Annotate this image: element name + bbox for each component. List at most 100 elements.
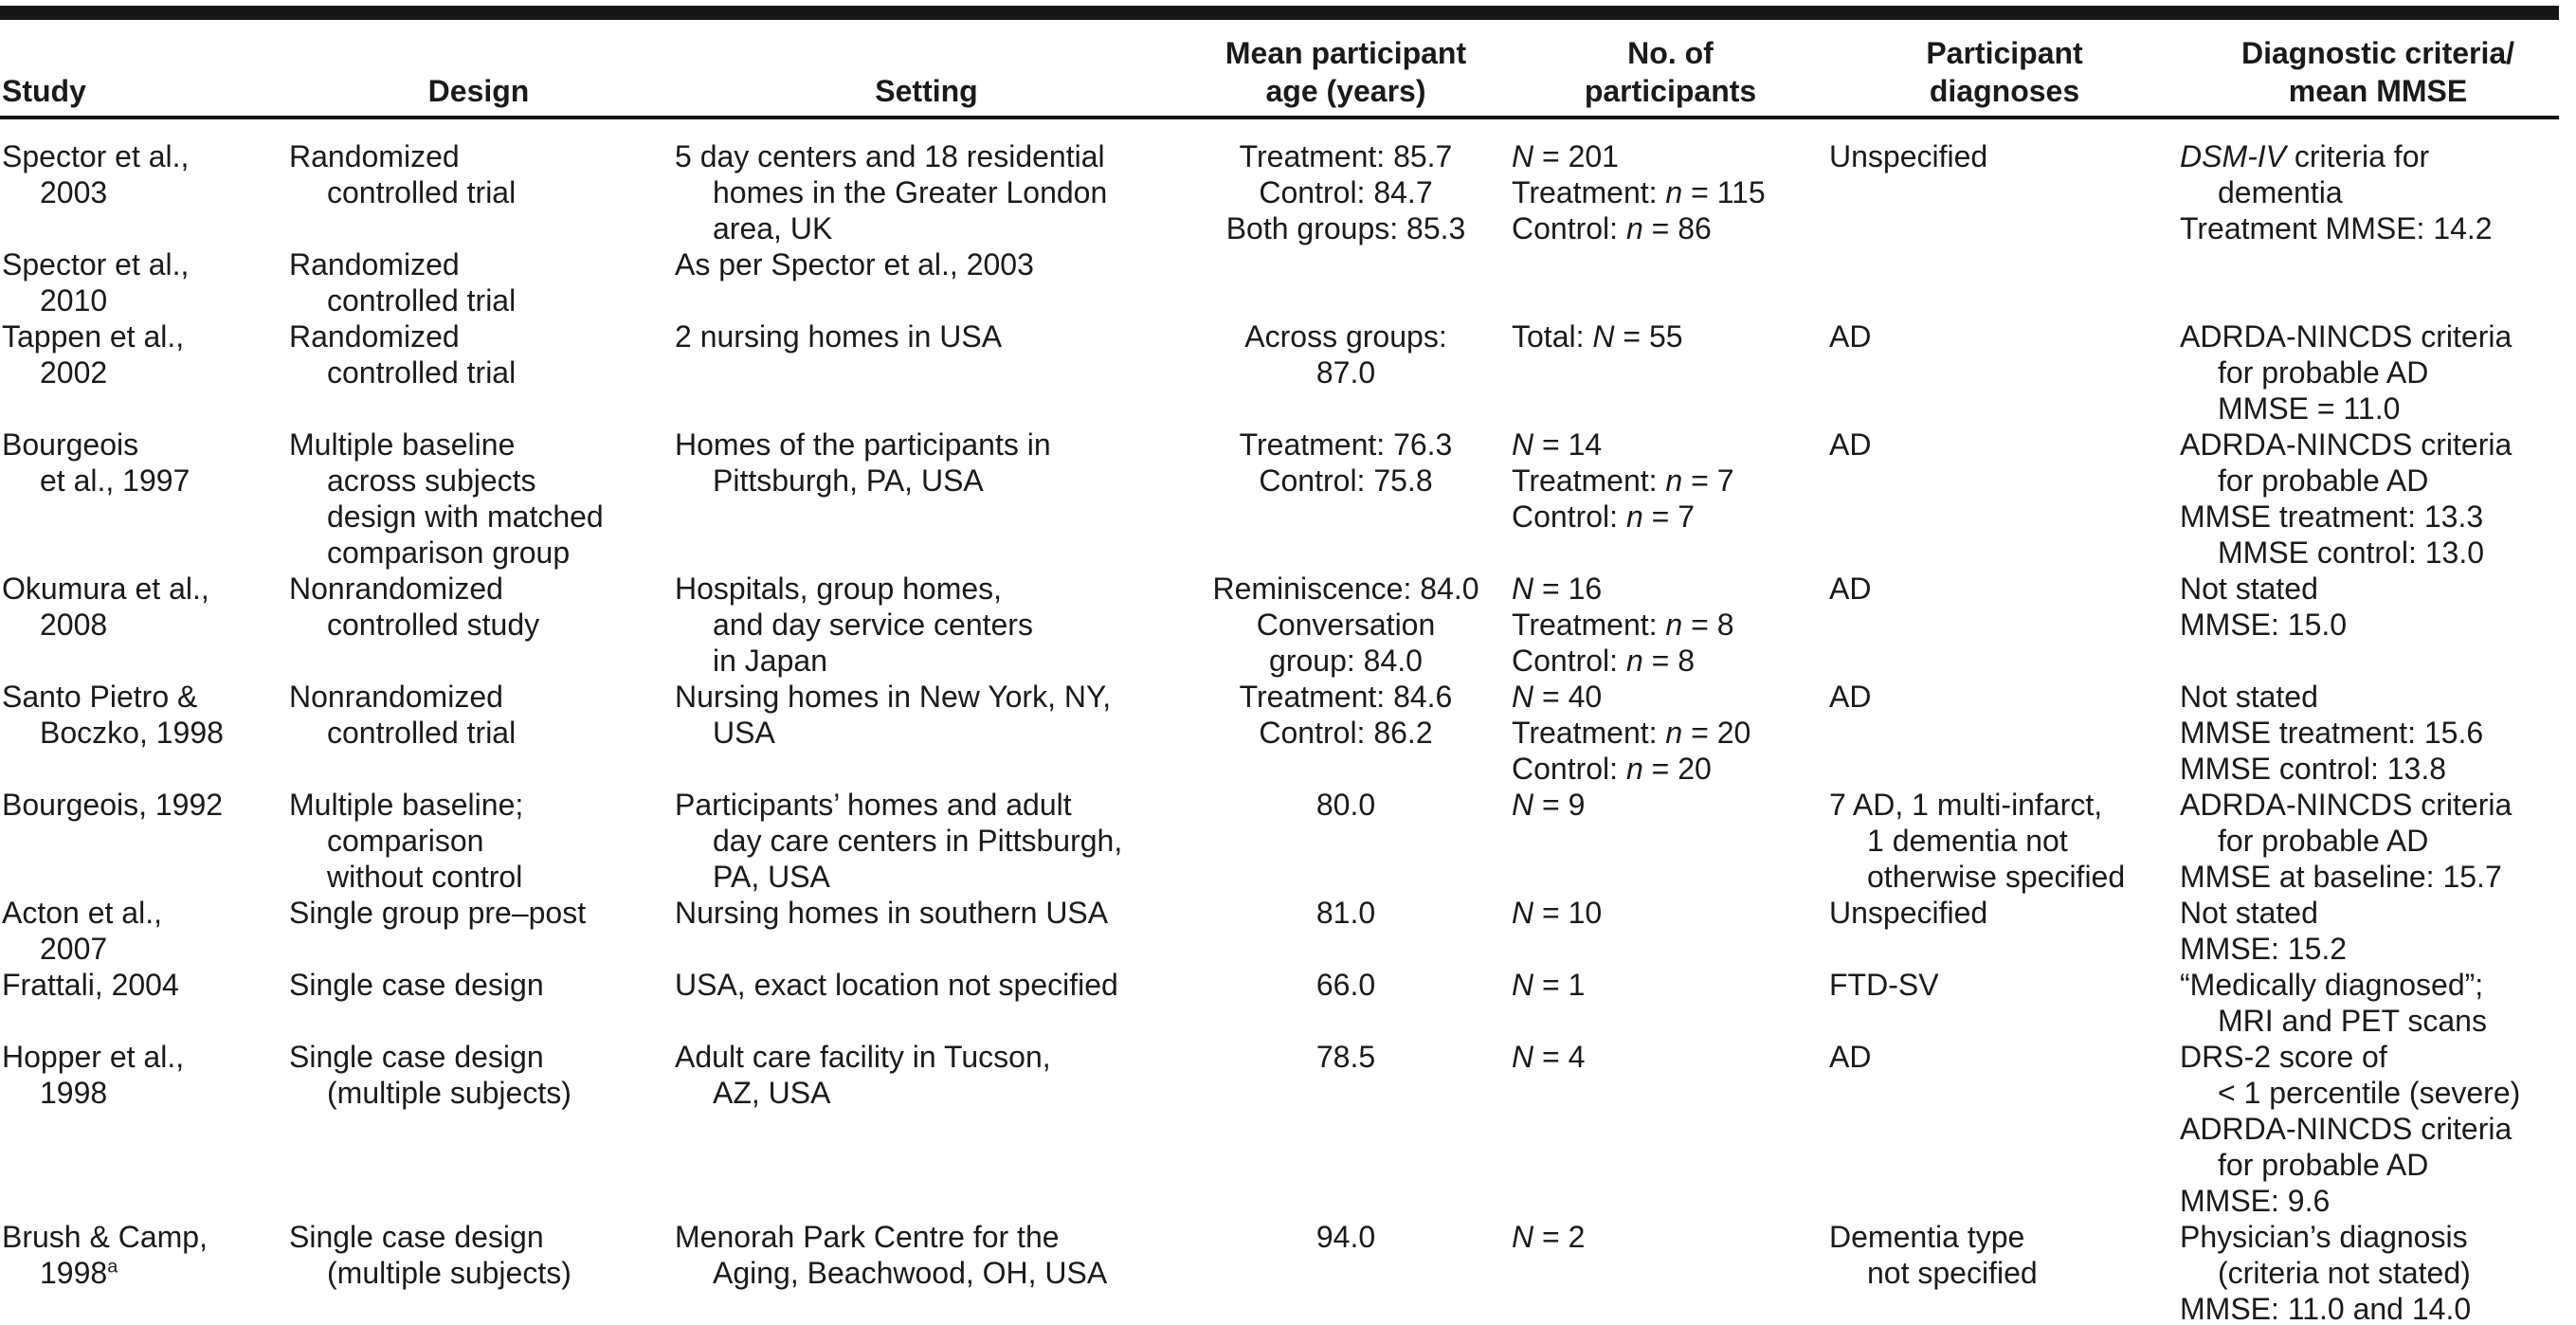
cell-diagnoses: Unspecified bbox=[1829, 138, 2180, 246]
text-line: Single case design bbox=[289, 1220, 544, 1254]
text-line: 66.0 bbox=[1315, 968, 1376, 1002]
text-line: Multiple baseline bbox=[289, 427, 516, 462]
column-header-line: No. of bbox=[1627, 36, 1714, 70]
cell-criteria: DSM-IV criteria for dementia Treatment MMS… bbox=[2180, 138, 2576, 246]
text-line: MMSE control: 13.8 bbox=[2180, 752, 2446, 786]
text-line: MMSE: 15.0 bbox=[2180, 608, 2348, 642]
text-line: Treatment: 85.7 bbox=[1239, 139, 1453, 173]
text-line: FTD-SV bbox=[1829, 968, 1939, 1002]
text-line: Menorah Park Centre for the bbox=[675, 1220, 1060, 1254]
table-header-row: Study Design Setting Mean participant age (y… bbox=[0, 27, 2576, 112]
cell-design: Nonrandomized controlled trial bbox=[284, 679, 673, 787]
cell-criteria bbox=[2180, 246, 2576, 318]
text-line: 5 day centers and 18 residential bbox=[675, 139, 1105, 173]
text-line: controlled trial bbox=[327, 355, 517, 390]
cell-setting: Nursing homes in New York, NY, USA bbox=[673, 679, 1180, 787]
text-line: 1 dementia not bbox=[1867, 824, 2068, 858]
cell-diagnoses: AD bbox=[1829, 679, 2180, 787]
text-line: N = 2 bbox=[1512, 1220, 1586, 1254]
column-header-line: participants bbox=[1584, 74, 1757, 108]
text-line: Pittsburgh, PA, USA bbox=[713, 463, 984, 498]
text-line: Okumura et al., bbox=[2, 572, 209, 606]
text-line: otherwise specified bbox=[1867, 860, 2126, 894]
cell-participants bbox=[1512, 246, 1829, 318]
cell-design: Randomized controlled trial bbox=[284, 138, 673, 246]
cell-design: Multiple baseline; comparison without cont… bbox=[284, 787, 673, 895]
text-line: MMSE treatment: 15.6 bbox=[2180, 716, 2484, 750]
table-row: Tappen et al., 2002 Randomized controlled t… bbox=[0, 318, 2576, 427]
text-line: Participants’ homes and adult bbox=[675, 788, 1072, 822]
cell-setting: Nursing homes in southern USA bbox=[673, 895, 1180, 967]
text-line: for probable AD bbox=[2218, 824, 2429, 858]
text-line: (criteria not stated) bbox=[2218, 1256, 2471, 1290]
text-line: MMSE: 9.6 bbox=[2180, 1184, 2331, 1218]
cell-age: 80.0 bbox=[1180, 787, 1512, 895]
text-line: 2007 bbox=[40, 932, 108, 966]
cell-design: Single case design (multiple subjects) bbox=[284, 1219, 673, 1325]
cell-setting: Homes of the participants in Pittsburgh, … bbox=[673, 427, 1180, 571]
cell-setting: Hospitals, group homes, and day service c… bbox=[673, 571, 1180, 679]
cell-design: Single case design bbox=[284, 967, 673, 1039]
text-line: homes in the Greater London bbox=[713, 175, 1108, 209]
text-line: 2010 bbox=[40, 283, 108, 318]
text-line: “Medically diagnosed”; bbox=[2180, 968, 2484, 1002]
table-row: Santo Pietro & Boczko, 1998 Nonrandomized c… bbox=[0, 679, 2576, 787]
text-line: Adult care facility in Tucson, bbox=[675, 1040, 1051, 1074]
text-line: Brush & Camp, bbox=[2, 1220, 208, 1254]
text-line: Bourgeois bbox=[2, 427, 139, 462]
text-line: without control bbox=[327, 860, 523, 894]
table-row: Spector et al., 2010 Randomized controlled … bbox=[0, 246, 2576, 318]
text-line: for probable AD bbox=[2218, 1148, 2429, 1182]
column-header-participants: No. of participants bbox=[1512, 34, 1829, 112]
cell-study: Hopper et al., 1998 bbox=[0, 1039, 284, 1219]
text-line: Spector et al., bbox=[2, 139, 190, 173]
text-line: Treatment: 84.6 bbox=[1239, 680, 1453, 714]
cell-participants: N = 14 Treatment: n = 7 Control: n = 7 bbox=[1512, 427, 1829, 571]
cell-age: Treatment: 76.3 Control: 75.8 bbox=[1180, 427, 1512, 571]
text-line: Both groups: 85.3 bbox=[1225, 211, 1466, 245]
column-header-study: Study bbox=[0, 72, 284, 112]
cell-criteria: “Medically diagnosed”; MRI and PET scans bbox=[2180, 967, 2576, 1039]
text-line: Control: 84.7 bbox=[1259, 175, 1433, 209]
cell-diagnoses: AD bbox=[1829, 427, 2180, 571]
text-line: DRS-2 score of bbox=[2180, 1040, 2387, 1074]
text-line: Control: n = 8 bbox=[1512, 644, 1695, 678]
text-line: Treatment: n = 20 bbox=[1512, 716, 1751, 750]
column-header-line: Setting bbox=[875, 74, 978, 108]
text-line: Single case design bbox=[289, 968, 544, 1002]
cell-study: Spector et al., 2010 bbox=[0, 246, 284, 318]
text-line: not specified bbox=[1867, 1256, 2038, 1290]
text-line: Randomized bbox=[289, 139, 460, 173]
cell-age: 66.0 bbox=[1180, 967, 1512, 1039]
column-header-line: Diagnostic criteria/ bbox=[2240, 36, 2515, 70]
table-row: Okumura et al., 2008 Nonrandomized controll… bbox=[0, 571, 2576, 679]
cell-setting: 5 day centers and 18 residential homes in… bbox=[673, 138, 1180, 246]
text-line: Control: 86.2 bbox=[1259, 716, 1433, 750]
text-line: MMSE control: 13.0 bbox=[2218, 535, 2484, 570]
cell-setting: As per Spector et al., 2003 bbox=[673, 246, 1180, 318]
text-line: DSM-IV criteria for bbox=[2180, 139, 2430, 173]
text-line: day care centers in Pittsburgh, bbox=[713, 824, 1123, 858]
text-line: 80.0 bbox=[1315, 788, 1376, 822]
cell-age: Treatment: 84.6 Control: 86.2 bbox=[1180, 679, 1512, 787]
text-line: dementia bbox=[2218, 175, 2343, 209]
text-line: USA bbox=[713, 716, 775, 750]
column-header-line: diagnoses bbox=[1929, 74, 2080, 108]
cell-age bbox=[1180, 246, 1512, 318]
column-header-design: Design bbox=[284, 72, 673, 112]
cell-study: Bourgeois et al., 1997 bbox=[0, 427, 284, 571]
cell-age: Across groups: 87.0 bbox=[1180, 318, 1512, 427]
cell-participants: Total: N = 55 bbox=[1512, 318, 1829, 427]
column-header-line: age (years) bbox=[1265, 74, 1426, 108]
table-header-rule bbox=[0, 116, 2559, 119]
table-top-rule bbox=[0, 6, 2559, 20]
table-row: Hopper et al., 1998 Single case design (mul… bbox=[0, 1039, 2576, 1219]
text-line: comparison group bbox=[327, 535, 571, 570]
text-line: Physician’s diagnosis bbox=[2180, 1220, 2468, 1254]
text-line: N = 4 bbox=[1512, 1040, 1586, 1074]
column-header-line: Design bbox=[427, 74, 530, 108]
text-line: Not stated bbox=[2180, 680, 2318, 714]
text-line: MMSE = 11.0 bbox=[2218, 391, 2401, 426]
text-line: Santo Pietro & bbox=[2, 680, 198, 714]
text-line: Treatment: n = 8 bbox=[1512, 608, 1734, 642]
